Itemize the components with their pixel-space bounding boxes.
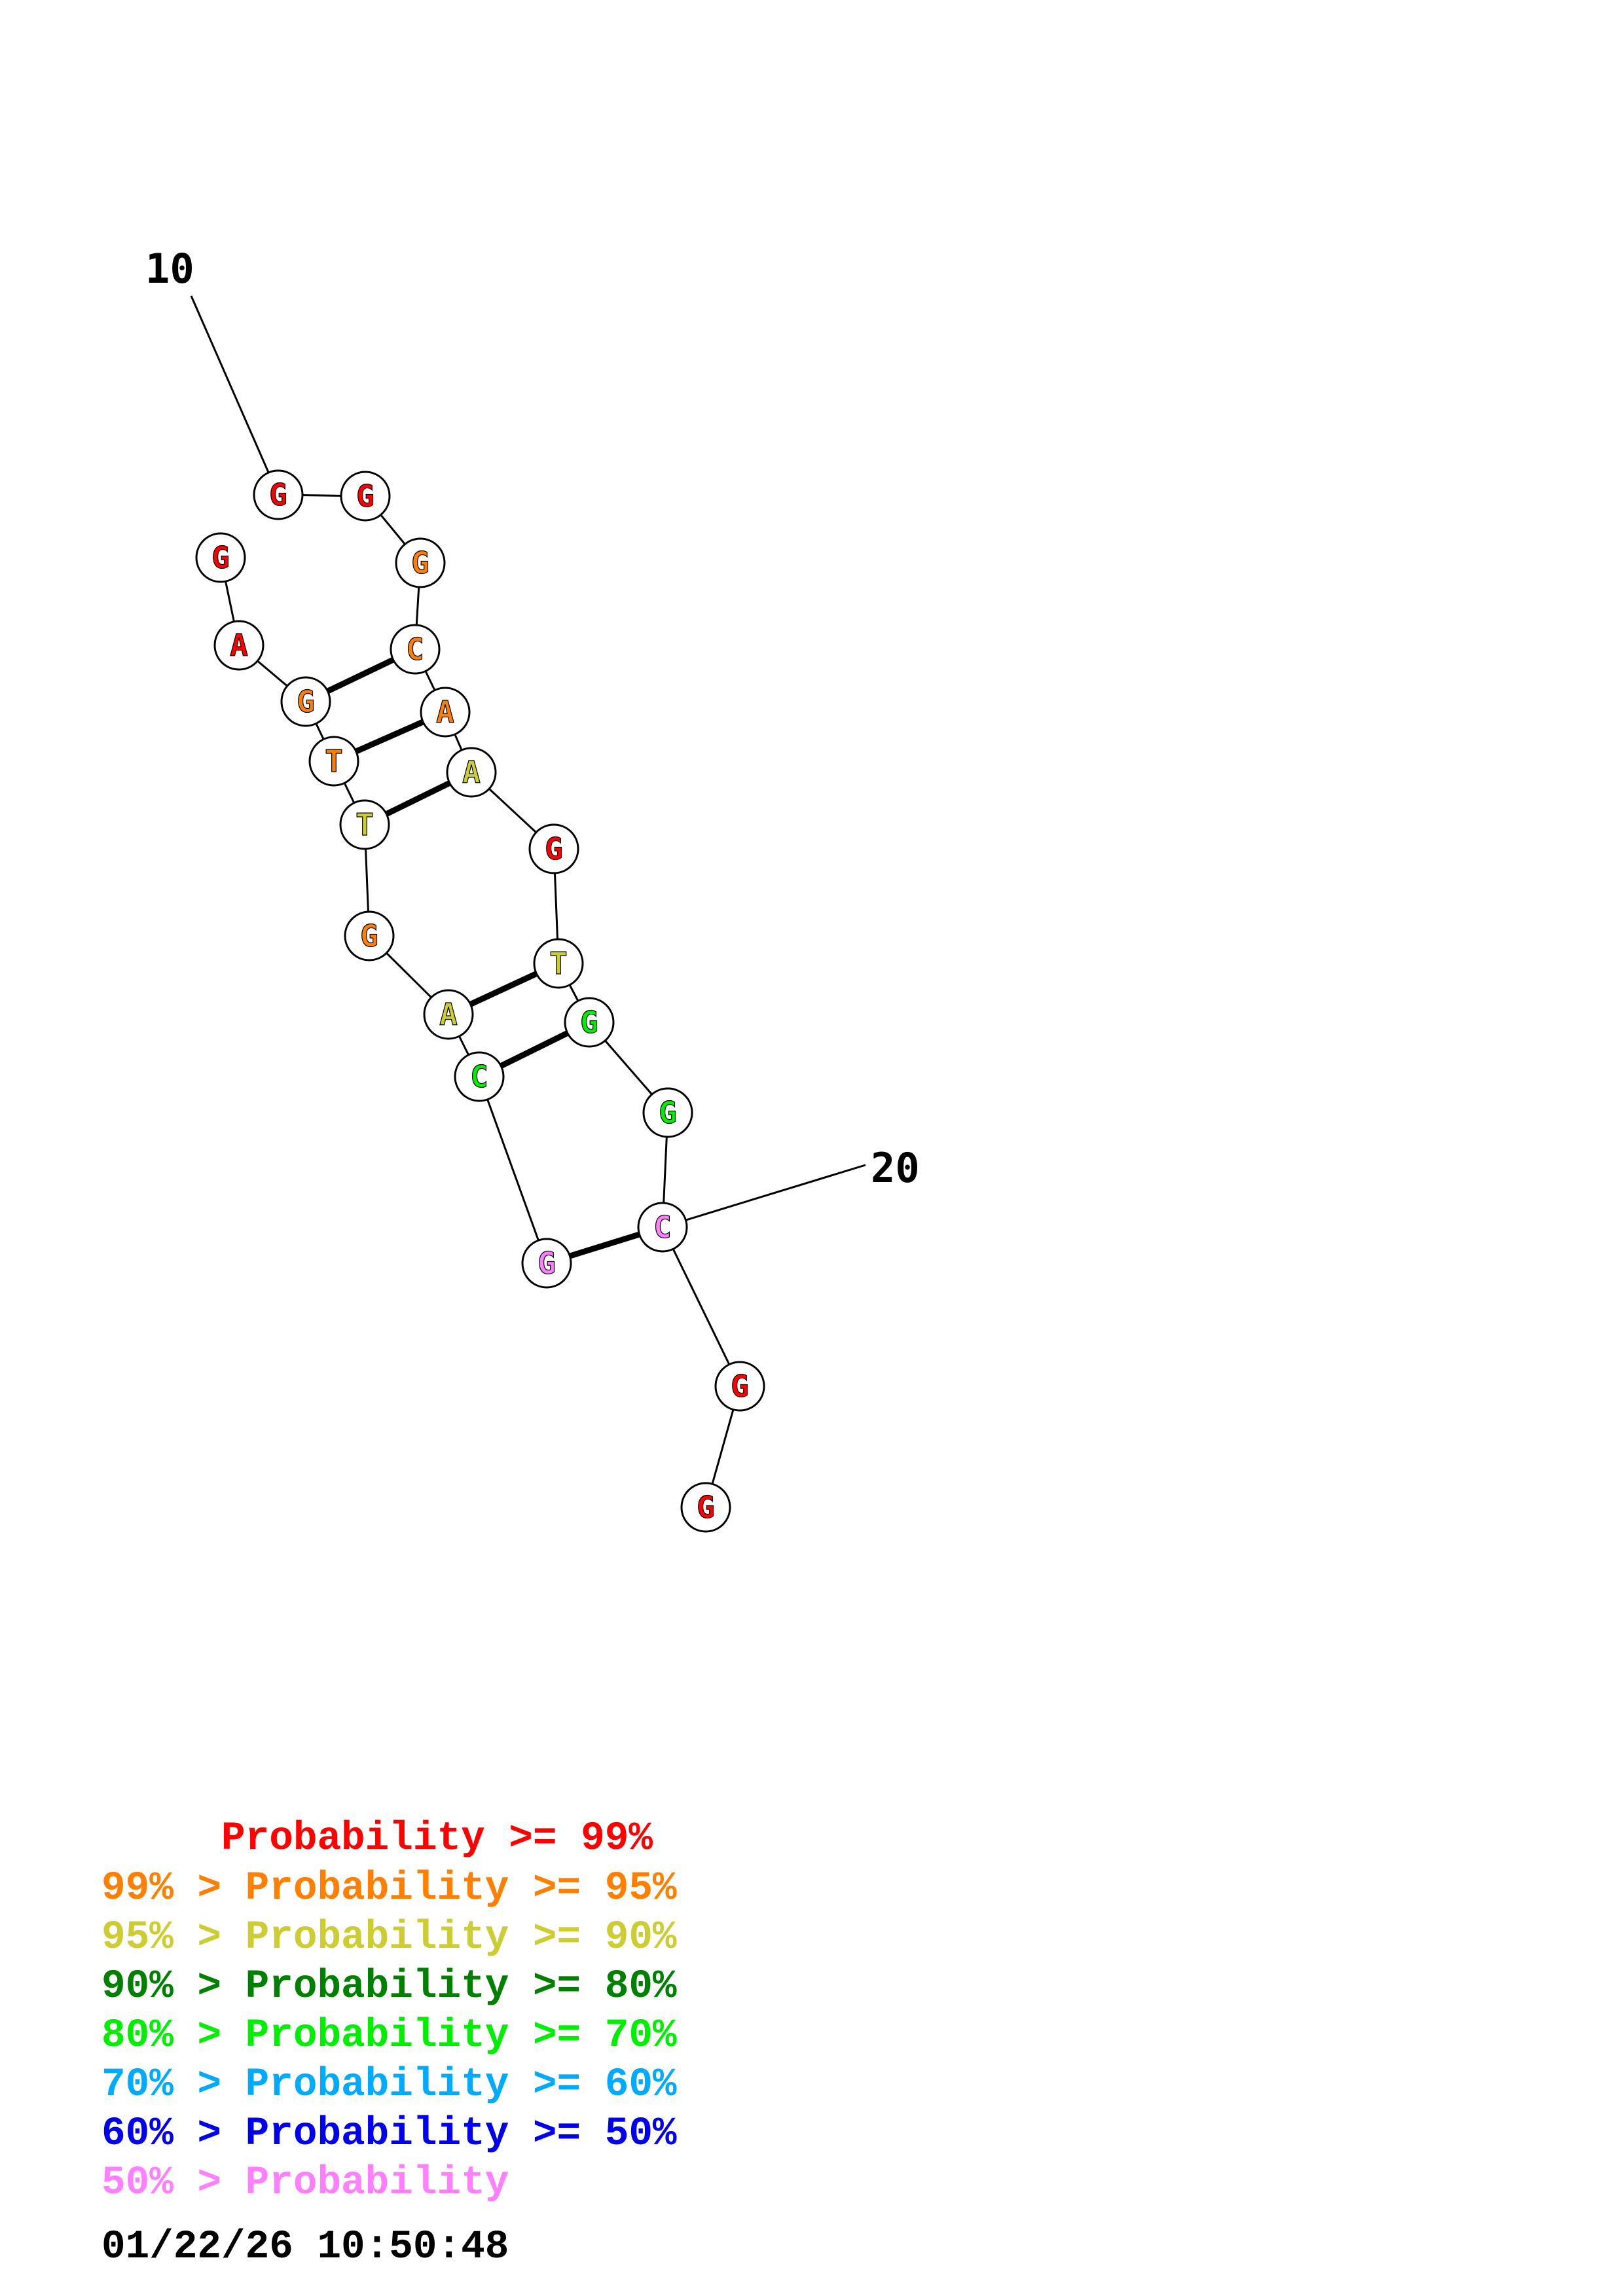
tick-line-10	[190, 295, 280, 495]
tick-line-20	[662, 1164, 866, 1229]
nucleotide: G	[642, 1087, 693, 1138]
timestamp: 01/22/26 10:50:48	[101, 2225, 509, 2270]
nucleotide-letter: G	[659, 1095, 677, 1130]
nucleotide-letter: A	[462, 755, 481, 790]
nucleotide-letter: G	[360, 918, 378, 954]
nucleotide: G	[395, 537, 446, 588]
nucleotide: G	[344, 910, 395, 961]
backbone-segment	[661, 1227, 741, 1387]
nucleotide: C	[390, 624, 441, 675]
nucleotide: G	[340, 471, 391, 522]
nucleotide-letter: A	[439, 997, 458, 1032]
nucleotide: T	[533, 938, 584, 989]
nucleotide-circle	[344, 910, 395, 961]
nucleotide-letter: G	[697, 1490, 715, 1525]
nucleotide-circle	[564, 997, 615, 1048]
nucleotide-circle	[454, 1051, 505, 1102]
nucleotide: C	[637, 1202, 688, 1253]
nucleotide-letter: G	[545, 831, 563, 867]
legend-line: Probability >= 99%	[101, 1816, 653, 1861]
nucleotide-circle	[446, 747, 497, 798]
legend-line: 50% > Probability	[101, 2161, 509, 2206]
nucleotide-circle	[195, 532, 246, 583]
nucleotide-circle	[395, 537, 446, 588]
nucleotide-circle	[280, 676, 331, 727]
nucleotide-letter: C	[653, 1210, 672, 1245]
nucleotide-letter: C	[470, 1059, 488, 1094]
nucleotide-letter: T	[356, 807, 374, 842]
nucleotide-letter: G	[211, 540, 230, 575]
nucleotide-circle	[528, 823, 579, 874]
tick-lines	[190, 295, 866, 1229]
nucleotide-circle	[423, 989, 474, 1040]
nucleotide: G	[280, 676, 331, 727]
legend-line: 60% > Probability >= 50%	[101, 2111, 677, 2157]
nucleotide-circle	[308, 736, 359, 787]
nucleotide-circle	[339, 799, 390, 850]
position-label-20: 20	[871, 1144, 920, 1192]
nucleotide-letter: T	[325, 744, 343, 779]
nucleotide-letter: A	[436, 694, 454, 730]
position-label-10: 10	[145, 245, 194, 293]
nucleotide: G	[564, 997, 615, 1048]
nucleotide-circle	[420, 687, 471, 738]
nucleotide-letter: T	[549, 946, 568, 981]
backbone-segment	[478, 1076, 548, 1264]
legend-line: 95% > Probability >= 90%	[101, 1915, 677, 1960]
nucleotide-letter: G	[538, 1246, 556, 1281]
nucleotide: G	[195, 532, 246, 583]
nucleotide: T	[308, 736, 359, 787]
nucleotide-letter: G	[356, 478, 374, 514]
legend-line: 99% > Probability >= 95%	[101, 1866, 677, 1911]
nucleotide-circle	[340, 471, 391, 522]
legend-line: 80% > Probability >= 70%	[101, 2013, 677, 2058]
nucleotide: C	[454, 1051, 505, 1102]
nucleotide: A	[420, 687, 471, 738]
nucleotide-circle	[521, 1238, 572, 1289]
nucleotide-letter: C	[406, 632, 424, 667]
nucleotide-circle	[714, 1361, 765, 1412]
legend-line: 70% > Probability >= 60%	[101, 2062, 677, 2108]
nucleotide-letter: G	[411, 545, 429, 581]
nucleotide-circle	[390, 624, 441, 675]
nucleotide-circle	[213, 620, 264, 671]
nucleotide: G	[521, 1238, 572, 1289]
nucleotide: A	[213, 620, 264, 671]
nucleotide-letter: G	[580, 1005, 598, 1040]
nucleotide-circle	[253, 469, 304, 520]
nucleotide: T	[339, 799, 390, 850]
nucleotide: G	[528, 823, 579, 874]
nucleotide: A	[446, 747, 497, 798]
nucleotide-circle	[533, 938, 584, 989]
nucleotide-circle	[642, 1087, 693, 1138]
nucleotide-circle	[637, 1202, 688, 1253]
nucleotide: G	[714, 1361, 765, 1412]
nucleotide: A	[423, 989, 474, 1040]
nucleotide: G	[253, 469, 304, 520]
nucleotide-letter: G	[297, 684, 315, 719]
nucleotide-circle	[680, 1482, 731, 1533]
nucleotide-letter: G	[731, 1369, 749, 1404]
nucleotide: G	[680, 1482, 731, 1533]
nucleotide-letter: A	[230, 628, 248, 663]
nucleotide-letter: G	[269, 477, 287, 512]
legend-line: 90% > Probability >= 80%	[101, 1964, 677, 2009]
